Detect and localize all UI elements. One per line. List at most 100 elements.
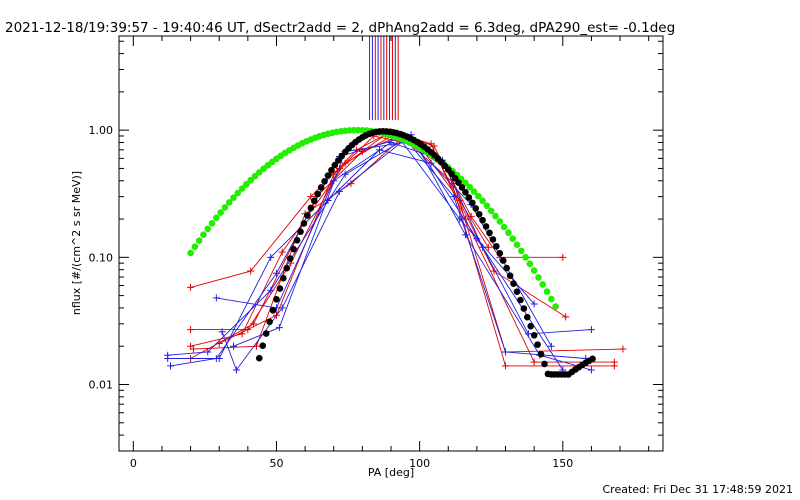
green-curve-point (225, 199, 233, 206)
black-curve-point (455, 179, 462, 186)
black-curve-point (255, 354, 263, 362)
black-curve-point (469, 199, 476, 207)
series-line-9 (167, 149, 552, 359)
black-curve-point (530, 331, 538, 339)
green-curve-point (517, 247, 525, 255)
green-curve-point (526, 260, 534, 268)
green-curve-point (522, 253, 529, 261)
series-point-9 (427, 159, 435, 167)
series-point-7 (167, 362, 175, 370)
black-curve-point (321, 178, 328, 185)
black-curve-point (503, 264, 510, 272)
plot-area (164, 36, 627, 378)
black-curve-point (479, 216, 486, 224)
series-point-9 (376, 146, 384, 154)
green-curve-point (217, 209, 224, 216)
black-curve-point (499, 257, 507, 264)
black-curve-point (297, 228, 304, 235)
series-point-9 (267, 253, 275, 261)
series-point-0 (187, 283, 195, 291)
green-curve-point (483, 202, 491, 210)
black-curve-point (493, 243, 500, 250)
series-line-8 (216, 142, 592, 335)
y-axis-label: nflux [#/(cm^2 s sr MeV)] (70, 171, 83, 315)
black-curve-point (589, 355, 596, 363)
green-curve-point (543, 288, 551, 295)
series-point-6 (502, 348, 510, 356)
green-curve-point (462, 179, 469, 187)
black-curve-point (262, 330, 270, 337)
y-tick-label: 0.01 (89, 379, 114, 392)
series-point-10 (587, 366, 595, 374)
green-curve-point (191, 243, 199, 251)
series-point-10 (278, 304, 286, 312)
series-point-8 (587, 326, 595, 334)
green-curve-point (530, 267, 538, 274)
black-curve-point (280, 274, 287, 282)
black-curve-point (451, 174, 459, 182)
chart-title: 2021-12-18/19:39:57 - 19:40:46 UT, dSect… (5, 20, 675, 36)
series-point-4 (189, 345, 197, 353)
series-point-2 (278, 248, 286, 256)
black-curve-point (286, 255, 294, 262)
black-curve-point (541, 360, 548, 368)
green-curve-point (466, 183, 474, 191)
series-point-7 (272, 269, 280, 277)
series-line-4 (193, 136, 623, 353)
green-curve-point (479, 197, 486, 205)
series-line-0 (190, 131, 563, 288)
black-curve-point (472, 205, 480, 212)
green-curve-point (539, 281, 547, 288)
black-curve-point (269, 307, 277, 314)
series-point-11 (473, 235, 481, 243)
series-point-1 (187, 326, 195, 334)
green-curve-point (496, 218, 504, 225)
black-curve-point (293, 236, 301, 244)
green-curve-point (187, 249, 194, 257)
green-curve-point (230, 194, 237, 201)
green-curve-point (552, 303, 559, 310)
black-curve-point (324, 172, 332, 179)
black-curve-point (506, 272, 514, 280)
green-curve-point (234, 189, 242, 197)
green-curve-point (548, 295, 555, 303)
series-point-3 (427, 140, 435, 148)
black-curve-point (489, 236, 497, 243)
black-curve-point (496, 250, 504, 257)
black-curve-point (486, 229, 493, 237)
series-point-7 (530, 300, 538, 308)
black-curve-point (520, 305, 528, 312)
green-curve-point (475, 192, 482, 200)
series-point-9 (215, 355, 223, 363)
series-line-3 (190, 134, 615, 363)
black-curve-point (307, 204, 315, 212)
series-point-10 (232, 366, 240, 374)
series-line-10 (221, 134, 592, 371)
series-point-0 (247, 267, 255, 275)
series-point-6 (450, 193, 458, 201)
series-point-0 (559, 253, 567, 261)
series-point-10 (335, 187, 343, 195)
green-curve-point (208, 219, 216, 227)
series-point-7 (456, 215, 464, 223)
black-curve-point (510, 280, 517, 287)
green-curve-point (213, 214, 220, 222)
plot-content (164, 36, 627, 378)
black-curve-point (310, 197, 318, 205)
created-timestamp: Created: Fri Dec 31 17:48:59 2021 (602, 483, 793, 496)
black-curve-point (317, 184, 325, 191)
series-point-4 (347, 180, 355, 188)
x-tick-label: 100 (409, 457, 430, 470)
black-curve-point (304, 212, 311, 219)
series-point-3 (530, 358, 538, 366)
series-point-4 (619, 345, 627, 353)
series-line-6 (167, 138, 586, 359)
green-curve-point (200, 231, 207, 238)
black-curve-point (465, 194, 473, 201)
series-point-11 (275, 324, 283, 332)
black-curve-point (475, 210, 483, 218)
green-curve-point (513, 241, 521, 248)
green-curve-point (243, 180, 250, 188)
black-curve-point (290, 245, 297, 253)
